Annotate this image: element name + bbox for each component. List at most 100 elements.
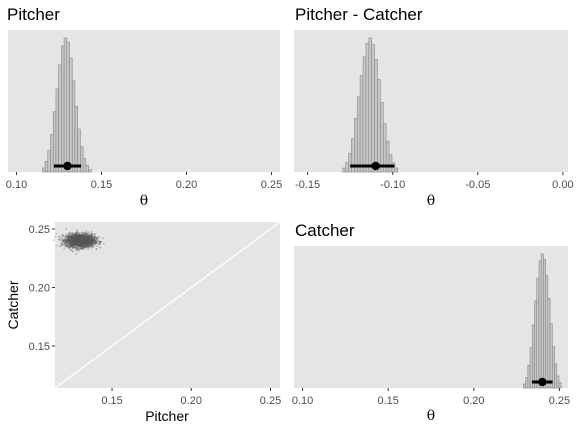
- sample-point: [72, 240, 75, 243]
- sample-point: [80, 242, 83, 245]
- sample-point: [84, 238, 87, 241]
- sample-point: [68, 243, 70, 245]
- sample-point: [73, 244, 75, 247]
- sample-point: [83, 237, 85, 240]
- sample-point: [76, 237, 79, 240]
- sample-point: [79, 238, 82, 241]
- sample-point: [70, 241, 72, 244]
- sample-point: [87, 236, 90, 239]
- sample-point: [79, 243, 82, 245]
- sample-point: [61, 243, 64, 246]
- sample-point: [59, 245, 62, 248]
- sample-point: [91, 233, 94, 235]
- sample-point: [77, 237, 80, 239]
- sample-point: [73, 242, 75, 245]
- sample-point: [78, 243, 81, 246]
- sample-point: [77, 236, 80, 239]
- sample-point: [83, 241, 86, 244]
- sample-point: [73, 243, 75, 246]
- sample-point: [76, 242, 79, 245]
- sample-point: [82, 236, 85, 239]
- sample-point: [75, 238, 78, 241]
- sample-point: [86, 242, 89, 244]
- sample-point: [91, 239, 94, 242]
- sample-point: [83, 236, 86, 239]
- sample-point: [83, 239, 85, 242]
- sample-point: [83, 236, 86, 238]
- sample-point: [74, 245, 77, 247]
- sample-point: [75, 241, 77, 243]
- sample-point: [76, 241, 79, 244]
- sample-point: [88, 240, 91, 243]
- sample-point: [78, 238, 81, 241]
- sample-point: [69, 240, 72, 242]
- sample-point: [91, 238, 94, 241]
- sample-point: [80, 244, 83, 247]
- sample-point: [82, 239, 85, 242]
- panel-scatter-points: [52, 228, 105, 255]
- sample-point: [87, 240, 89, 243]
- sample-point: [94, 239, 97, 242]
- sample-point: [82, 238, 85, 240]
- sample-point: [82, 238, 85, 241]
- sample-point: [88, 240, 91, 242]
- sample-point: [94, 237, 97, 240]
- sample-point: [72, 241, 75, 244]
- sample-point: [90, 241, 93, 243]
- sample-point: [70, 239, 73, 242]
- sample-point: [81, 240, 84, 243]
- sample-point: [83, 242, 86, 245]
- sample-point: [70, 239, 73, 242]
- sample-point: [82, 240, 84, 243]
- sample-point: [87, 242, 90, 244]
- sample-point: [79, 238, 82, 241]
- sample-point: [66, 243, 68, 246]
- sample-point: [77, 244, 80, 247]
- sample-point: [72, 236, 75, 239]
- sample-point: [83, 231, 86, 234]
- histogram-bar: [44, 160, 49, 173]
- sample-point: [76, 243, 79, 245]
- sample-point: [84, 241, 87, 244]
- sample-point: [77, 241, 80, 244]
- sample-point: [82, 237, 85, 240]
- sample-point: [80, 242, 83, 245]
- sample-point: [79, 237, 82, 240]
- histogram-bar: [543, 259, 546, 389]
- sample-point: [79, 244, 82, 247]
- sample-point: [82, 234, 85, 237]
- sample-point: [76, 238, 79, 241]
- histogram-bar: [368, 37, 372, 173]
- sample-point: [78, 242, 80, 244]
- sample-point: [77, 242, 80, 245]
- sample-point: [80, 239, 83, 242]
- sample-point: [77, 235, 80, 238]
- sample-point: [61, 238, 64, 241]
- sample-point: [70, 237, 73, 240]
- sample-point: [73, 232, 75, 235]
- histogram-bar: [42, 167, 46, 173]
- sample-point: [77, 235, 80, 238]
- sample-point: [73, 238, 76, 241]
- sample-point: [82, 242, 85, 245]
- sample-point: [79, 234, 82, 237]
- sample-point: [80, 247, 83, 250]
- sample-point: [60, 241, 63, 244]
- sample-point: [84, 237, 87, 240]
- sample-point: [80, 241, 83, 243]
- sample-point: [73, 243, 76, 246]
- sample-point: [66, 238, 69, 241]
- sample-point: [77, 241, 80, 244]
- sample-point: [81, 237, 84, 239]
- sample-point: [81, 238, 84, 241]
- histogram-bar: [85, 165, 89, 173]
- sample-point: [68, 235, 71, 238]
- sample-point: [79, 241, 82, 244]
- sample-point: [79, 239, 82, 242]
- sample-point: [78, 236, 81, 239]
- sample-point: [81, 234, 84, 237]
- x-tick-label: 0.25: [260, 395, 281, 407]
- sample-point: [85, 237, 88, 240]
- sample-point: [71, 238, 74, 241]
- sample-point: [80, 243, 82, 245]
